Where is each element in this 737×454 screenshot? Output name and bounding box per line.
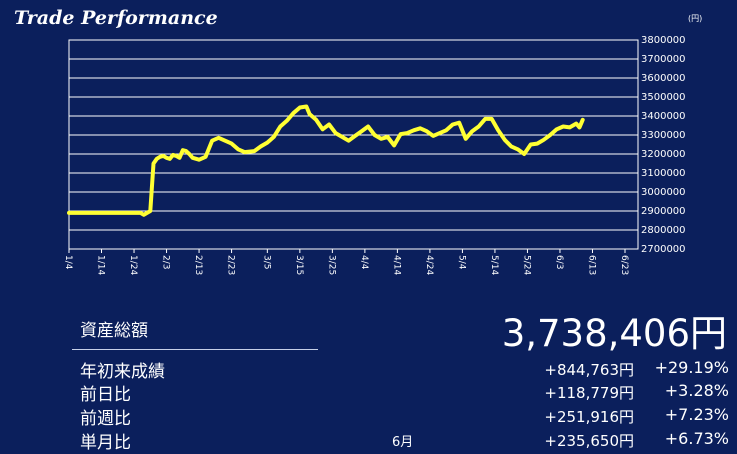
x-tick-label: 3/25 (326, 255, 336, 275)
ytd-percent: +29.19% (654, 358, 729, 377)
series-line (67, 104, 585, 217)
daily-label: 前日比 (80, 385, 131, 405)
x-tick-label: 1/14 (96, 255, 106, 275)
total-assets-value: 3,738,406円 (501, 312, 727, 355)
ytd-label: 年初来成績 (80, 362, 165, 382)
monthly-period: 6月 (392, 435, 414, 450)
x-tick-label: 1/4 (63, 255, 73, 270)
y-tick-label: 3500000 (641, 92, 686, 103)
y-tick-label: 3800000 (641, 35, 686, 46)
performance-chart: 3800000 3700000 3600000 3500000 3400000 33000… (63, 14, 702, 275)
x-tick-label: 2/13 (193, 255, 203, 275)
y-tick-label: 3600000 (641, 73, 686, 84)
total-assets-label: 資産総額 (80, 321, 148, 341)
x-tick-label: 6/3 (554, 255, 564, 269)
y-tick-label: 3200000 (641, 149, 686, 160)
y-tick-label: 3300000 (641, 130, 686, 141)
x-tick-label: 5/4 (456, 255, 466, 270)
weekly-amount: +251,916円 (544, 408, 634, 426)
x-tick-label: 2/23 (226, 255, 236, 275)
x-tick-label: 5/24 (521, 255, 531, 275)
x-tick-label: 3/15 (294, 255, 304, 275)
x-tick-label: 5/14 (489, 255, 499, 275)
daily-amount: +118,779円 (544, 384, 634, 402)
y-tick-label: 3100000 (641, 168, 686, 179)
weekly-label: 前週比 (80, 409, 131, 429)
plot-area (68, 39, 639, 250)
y-tick-label: 2800000 (641, 225, 686, 236)
x-tick-label: 6/23 (619, 255, 629, 275)
divider (72, 349, 318, 350)
y-unit-label: (円) (688, 14, 702, 23)
x-tick-label: 2/3 (161, 255, 171, 269)
ytd-amount: +844,763円 (544, 361, 634, 379)
y-tick-label: 3400000 (641, 111, 686, 122)
daily-percent: +3.28% (664, 381, 729, 400)
x-tick-label: 1/24 (128, 255, 138, 275)
monthly-percent: +6.73% (664, 429, 729, 448)
x-tick-label: 6/13 (586, 255, 596, 275)
y-tick-label: 3700000 (641, 54, 686, 65)
weekly-percent: +7.23% (664, 405, 729, 424)
y-tick-label: 2700000 (641, 244, 686, 255)
x-tick-label: 3/5 (261, 255, 271, 269)
x-tick-label: 4/4 (359, 255, 369, 270)
monthly-amount: +235,650円 (544, 432, 634, 450)
y-tick-label: 2900000 (641, 206, 686, 217)
x-tick-label: 4/14 (391, 255, 401, 275)
chart-title: Trade Performance (14, 7, 218, 29)
x-tick-label: 4/24 (424, 255, 434, 275)
y-tick-label: 3000000 (641, 187, 686, 198)
monthly-label: 単月比 (80, 433, 131, 453)
